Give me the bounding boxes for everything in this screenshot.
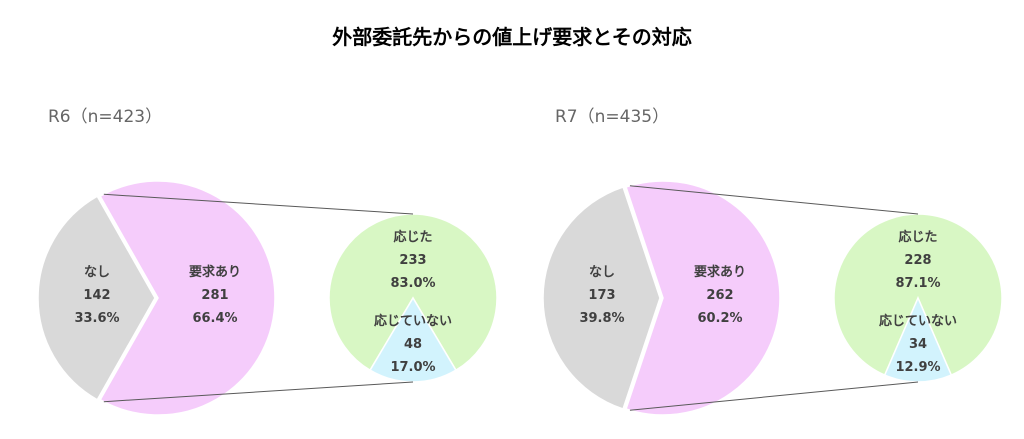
slice-none-r6 — [37, 195, 156, 401]
slice-request-r6 — [99, 180, 276, 416]
panel-r6: R6（n=423） なし 142 33.6% 要求あり 281 66.4% 応じた 233 83… — [37, 107, 498, 416]
label-none-r6-percent: 33.6% — [74, 311, 119, 326]
panel-title-r7: R7（n=435） — [555, 107, 669, 127]
label-not-accepted-r6-percent: 17.0% — [390, 360, 435, 375]
slice-request-r7 — [625, 180, 781, 416]
label-none-r6-label: なし — [84, 265, 110, 280]
panel-r7: R7（n=435） なし 173 39.8% 要求あり 262 60.2% 応じた 228 87… — [542, 107, 1003, 416]
label-accepted-r7-value: 228 — [904, 253, 931, 268]
slice-not-accepted-r6 — [369, 296, 457, 383]
label-accepted-r6-percent: 83.0% — [390, 276, 435, 291]
connector-bottom-r6 — [103, 381, 414, 403]
label-not-accepted-r7-percent: 12.9% — [895, 360, 940, 375]
label-not-accepted-r6-label: 応じていない 48 17.0% — [374, 313, 452, 375]
label-accepted-r7-percent: 87.1% — [895, 276, 940, 291]
label-not-accepted-r7-value: 34 — [909, 337, 927, 352]
label-none-r6-value: 142 — [83, 288, 110, 303]
label-none-r7-percent: 39.8% — [579, 311, 624, 326]
label-accepted-r6-label: 応じた — [393, 229, 432, 245]
slice-not-accepted-r7 — [883, 296, 953, 383]
label-not-accepted-r7-label: 応じていない — [879, 313, 957, 329]
panel-title-r6: R6（n=423） — [48, 107, 162, 127]
label-accepted-r7-label: 応じた 228 87.1% — [895, 229, 940, 291]
slice-accepted-r7 — [833, 213, 1003, 377]
label-request-r7-value: 262 — [706, 288, 733, 303]
connector-top-r7 — [629, 185, 919, 215]
label-none-r7-label: なし — [589, 265, 615, 280]
connector-top-r6 — [103, 193, 414, 215]
label-request-r7-label: 要求あり — [694, 264, 746, 280]
label-none-r7-label: なし 173 39.8% — [579, 265, 624, 326]
label-accepted-r7-label: 応じた — [898, 229, 937, 245]
chart-main-title: 外部委託先からの値上げ要求とその対応 — [332, 25, 691, 49]
label-request-r7-percent: 60.2% — [697, 311, 742, 326]
label-request-r6-label: 要求あり — [189, 264, 241, 280]
label-none-r7-value: 173 — [588, 288, 615, 303]
label-accepted-r6-value: 233 — [399, 253, 426, 268]
label-not-accepted-r7-label: 応じていない 34 12.9% — [879, 313, 957, 375]
label-request-r6-label: 要求あり 281 66.4% — [189, 264, 241, 326]
slice-none-r7 — [542, 186, 661, 410]
label-none-r6-label: なし 142 33.6% — [74, 265, 119, 326]
label-not-accepted-r6-label: 応じていない — [374, 313, 452, 329]
label-request-r6-value: 281 — [201, 288, 228, 303]
label-request-r6-percent: 66.4% — [192, 311, 237, 326]
label-accepted-r6-label: 応じた 233 83.0% — [390, 229, 435, 291]
label-not-accepted-r6-value: 48 — [404, 337, 422, 352]
connector-bottom-r7 — [629, 381, 919, 411]
label-request-r7-label: 要求あり 262 60.2% — [694, 264, 746, 326]
